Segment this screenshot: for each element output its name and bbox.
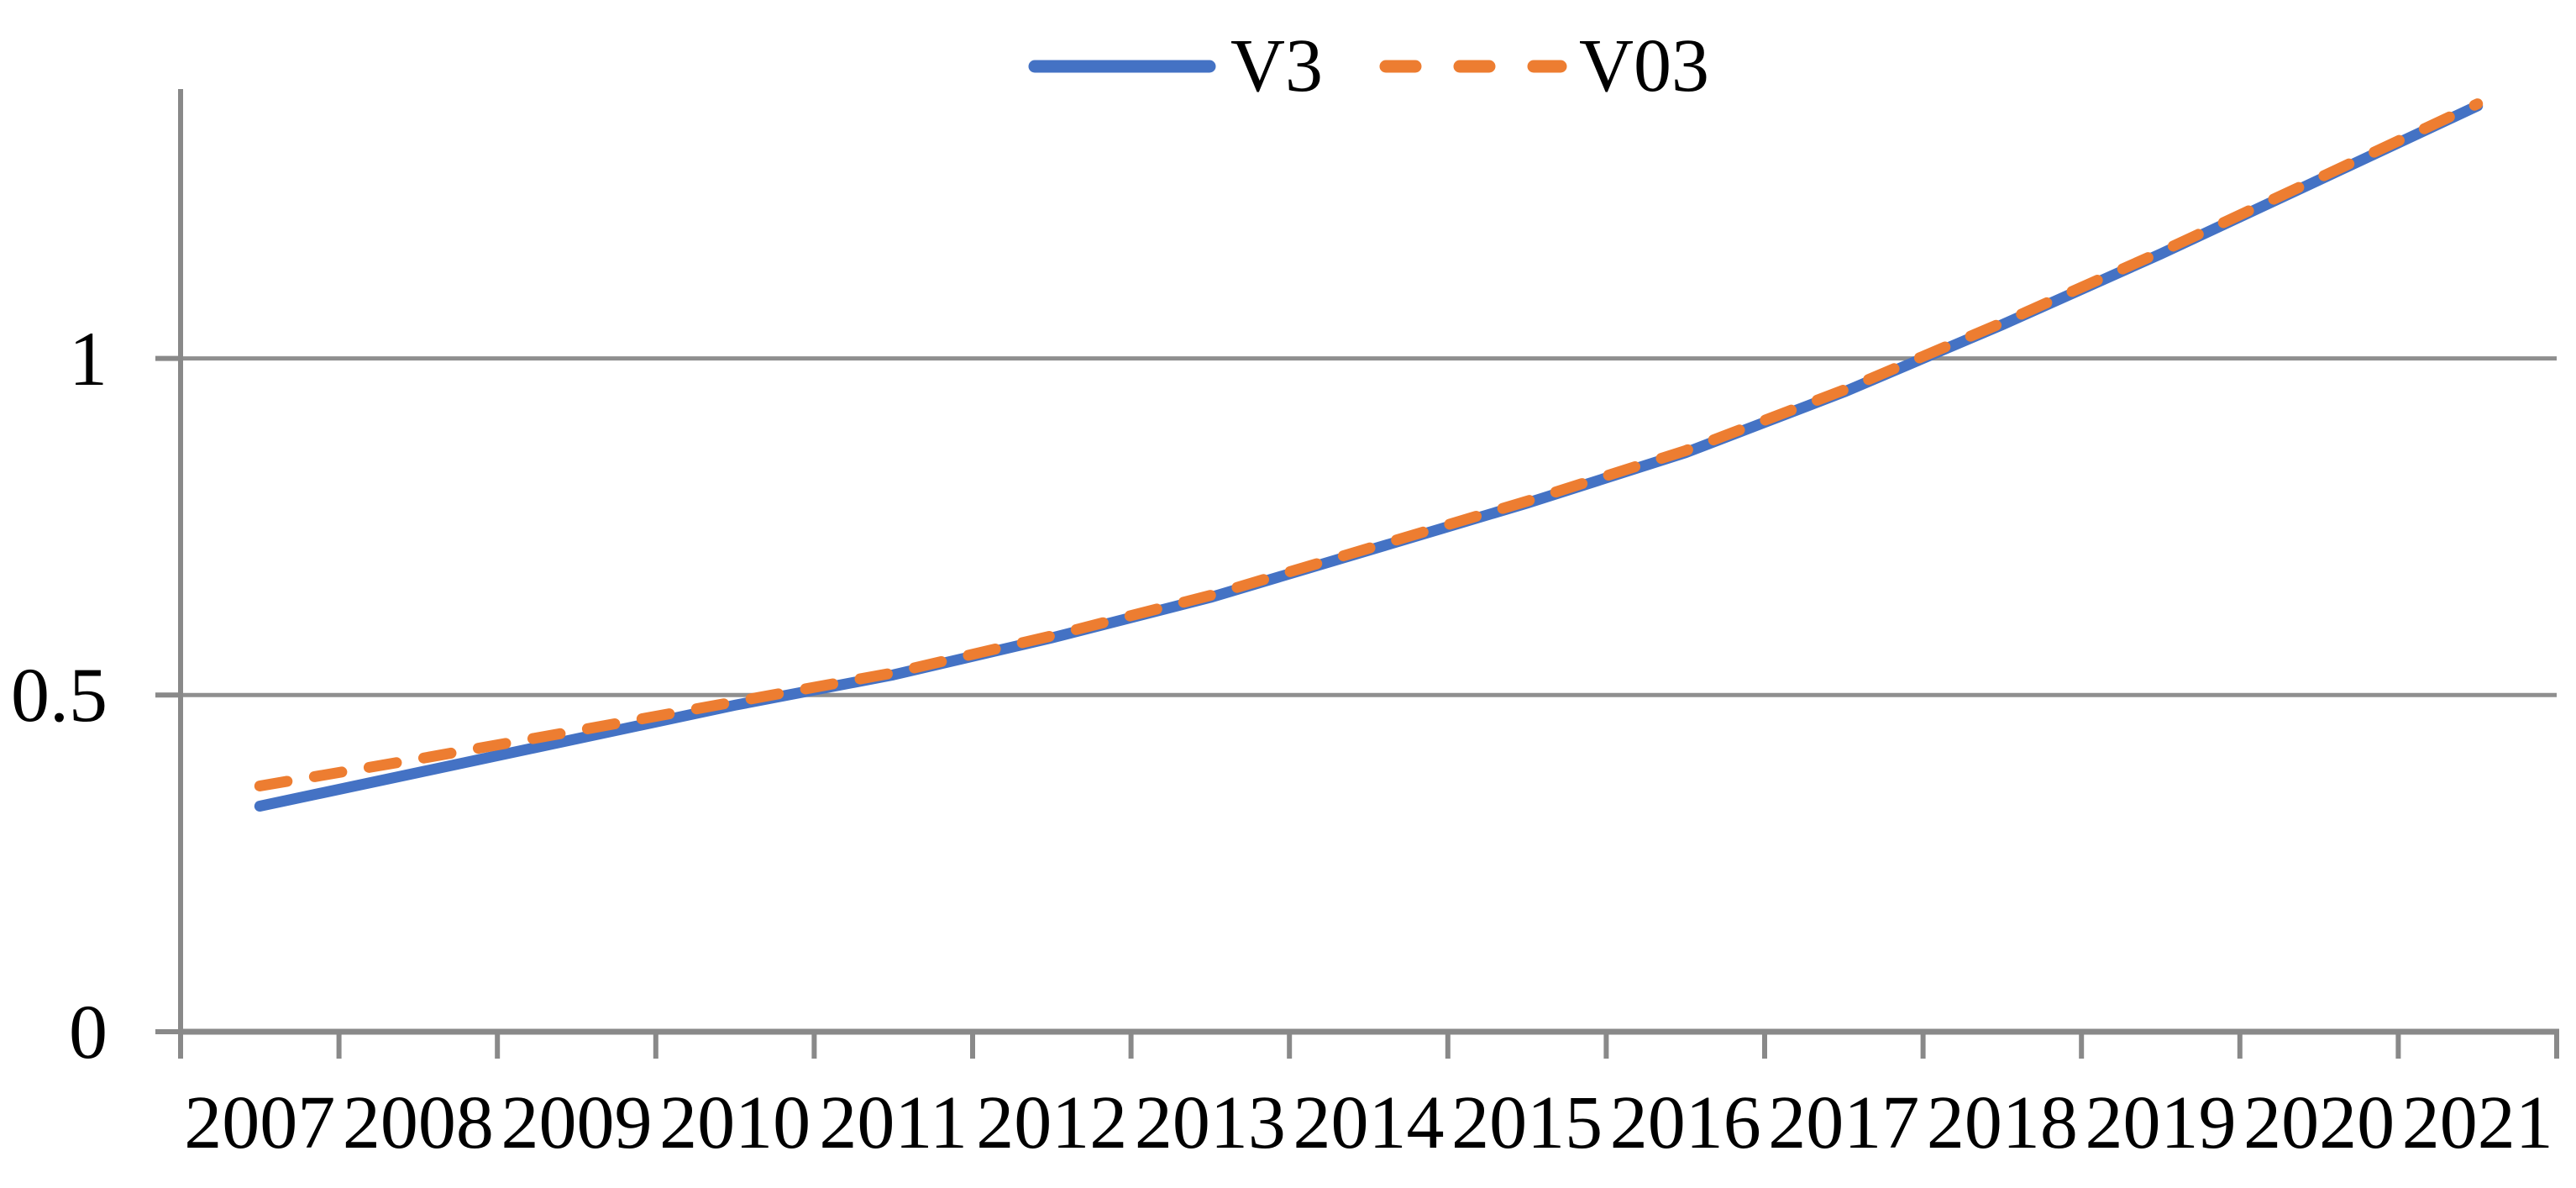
- x-tick-label-2015: 2015: [1451, 1081, 1603, 1164]
- x-tick-label-2013: 2013: [1134, 1081, 1286, 1164]
- x-tick-label-2011: 2011: [819, 1081, 968, 1164]
- y-tick-label-1: 1: [69, 315, 108, 402]
- y-tick-label-0.5: 0.5: [11, 652, 108, 739]
- x-tick-label-2020: 2020: [2243, 1081, 2395, 1164]
- legend: V3 V03: [181, 0, 2557, 133]
- legend-label-v3: V3: [1230, 24, 1323, 108]
- legend-label-v03: V03: [1579, 24, 1709, 108]
- x-tick-label-2018: 2018: [1926, 1081, 2078, 1164]
- x-tick-label-2009: 2009: [501, 1081, 653, 1164]
- y-tick-label-0: 0: [69, 989, 108, 1075]
- legend-swatch-dashed-line: [1379, 60, 1567, 73]
- x-tick-label-2014: 2014: [1293, 1081, 1445, 1164]
- x-tick-label-2012: 2012: [976, 1081, 1128, 1164]
- x-tick-label-2021: 2021: [2401, 1081, 2553, 1164]
- x-tick-label-2010: 2010: [659, 1081, 811, 1164]
- x-tick-label-2017: 2017: [1768, 1081, 1920, 1164]
- series-line-v3: [254, 100, 2484, 812]
- x-tick-label-2019: 2019: [2085, 1081, 2237, 1164]
- x-tick-label-2008: 2008: [342, 1081, 494, 1164]
- x-tick-label-2007: 2007: [184, 1081, 336, 1164]
- x-tick-label-2016: 2016: [1609, 1081, 1761, 1164]
- series-line-v03: [254, 98, 2484, 791]
- legend-swatch-solid-line: [1028, 60, 1216, 73]
